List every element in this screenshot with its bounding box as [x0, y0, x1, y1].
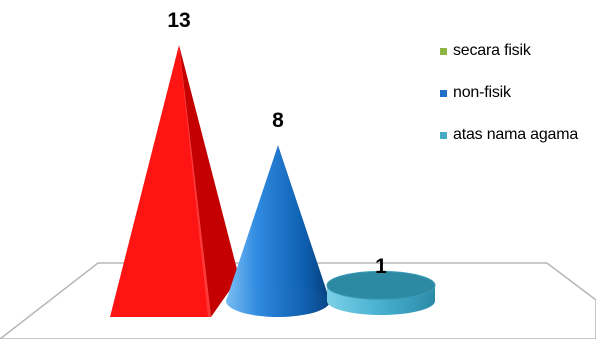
- legend-item: secara fisik: [440, 30, 578, 72]
- legend-swatch: [440, 90, 447, 97]
- data-label: 13: [167, 9, 190, 32]
- bar-non-fisik: [226, 145, 330, 317]
- legend-label: non-fisik: [453, 84, 511, 102]
- data-label: 1: [375, 255, 387, 278]
- legend-label: atas nama agama: [453, 126, 578, 144]
- legend-swatch: [440, 132, 447, 139]
- legend-swatch: [440, 48, 447, 55]
- legend-label: secara fisik: [453, 42, 531, 60]
- data-label: 8: [272, 109, 284, 132]
- legend-item: non-fisik: [440, 72, 578, 114]
- legend: secara fisik non-fisik atas nama agama: [440, 30, 578, 156]
- legend-item: atas nama agama: [440, 114, 578, 156]
- bar-secara-fisik: [110, 45, 239, 317]
